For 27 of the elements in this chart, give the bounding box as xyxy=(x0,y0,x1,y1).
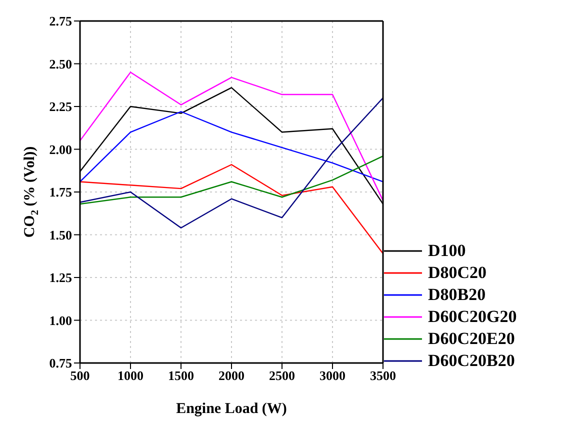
x-tick-label: 3000 xyxy=(320,368,346,384)
x-tick-label: 1500 xyxy=(168,368,194,384)
x-tick-label: 2000 xyxy=(218,368,244,384)
line-series xyxy=(80,111,383,182)
y-tick-label: 2.00 xyxy=(49,142,72,157)
y-tick-label: 1.00 xyxy=(49,312,72,328)
legend-label: D80B20 xyxy=(428,284,486,306)
y-tick-label: 2.25 xyxy=(49,99,72,114)
x-tick-label: 500 xyxy=(70,368,90,384)
y-tick-label: 2.50 xyxy=(49,56,72,72)
x-tick-label: 2500 xyxy=(269,368,295,384)
y-tick-label: 1.75 xyxy=(49,184,72,200)
legend-label: D60C20G20 xyxy=(428,306,517,328)
x-tick-label: 3500 xyxy=(370,368,396,384)
legend-label: D100 xyxy=(428,240,466,262)
line-series xyxy=(80,97,383,229)
y-tick-label: 2.75 xyxy=(49,14,72,29)
y-tick-label: 1.50 xyxy=(49,227,72,242)
legend-label: D60C20B20 xyxy=(428,350,515,372)
line-series xyxy=(80,164,383,254)
x-axis-title: Engine Load (W) xyxy=(176,401,287,417)
line-series xyxy=(80,155,383,205)
legend-label: D80C20 xyxy=(428,262,487,284)
y-tick-label: 0.75 xyxy=(49,356,72,371)
legend-label: D60C20E20 xyxy=(428,328,515,350)
y-tick-label: 1.25 xyxy=(49,270,72,286)
x-tick-label: 1000 xyxy=(118,368,144,384)
